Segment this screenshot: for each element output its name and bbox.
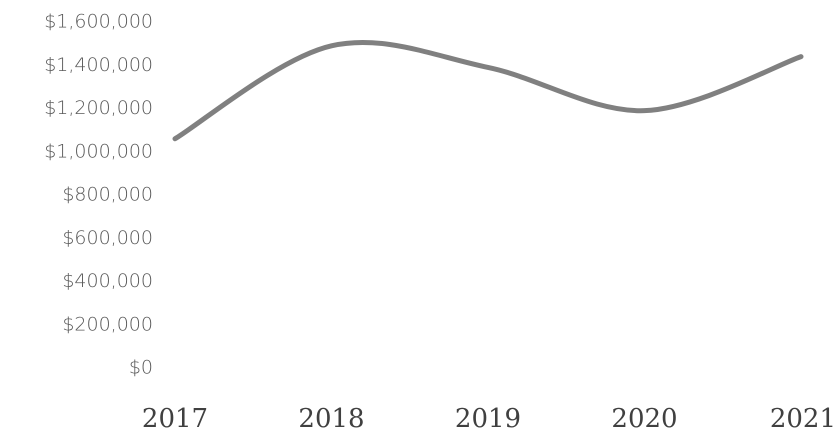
- x-axis-ticks: 2017 2018 2019 2020 2021: [142, 404, 836, 434]
- x-tick-label: 2019: [455, 404, 521, 434]
- x-tick-label: 2020: [611, 404, 677, 434]
- y-tick-label: $400,000: [62, 270, 153, 292]
- y-tick-label: $800,000: [62, 184, 153, 206]
- y-tick-label: $1,600,000: [44, 11, 153, 33]
- x-tick-label: 2021: [770, 404, 836, 434]
- y-tick-label: $600,000: [62, 227, 153, 249]
- x-tick-label: 2018: [298, 404, 364, 434]
- y-tick-label: $1,000,000: [44, 140, 153, 162]
- y-tick-label: $1,400,000: [44, 54, 153, 76]
- y-axis-ticks: $0 $200,000 $400,000 $600,000 $800,000 $1,000…: [44, 11, 153, 379]
- y-tick-label: $0: [129, 357, 153, 379]
- series-group: [172, 40, 804, 142]
- y-tick-label: $1,200,000: [44, 97, 153, 119]
- x-tick-label: 2017: [142, 404, 208, 434]
- series-line: [172, 40, 804, 142]
- y-tick-label: $200,000: [62, 313, 153, 335]
